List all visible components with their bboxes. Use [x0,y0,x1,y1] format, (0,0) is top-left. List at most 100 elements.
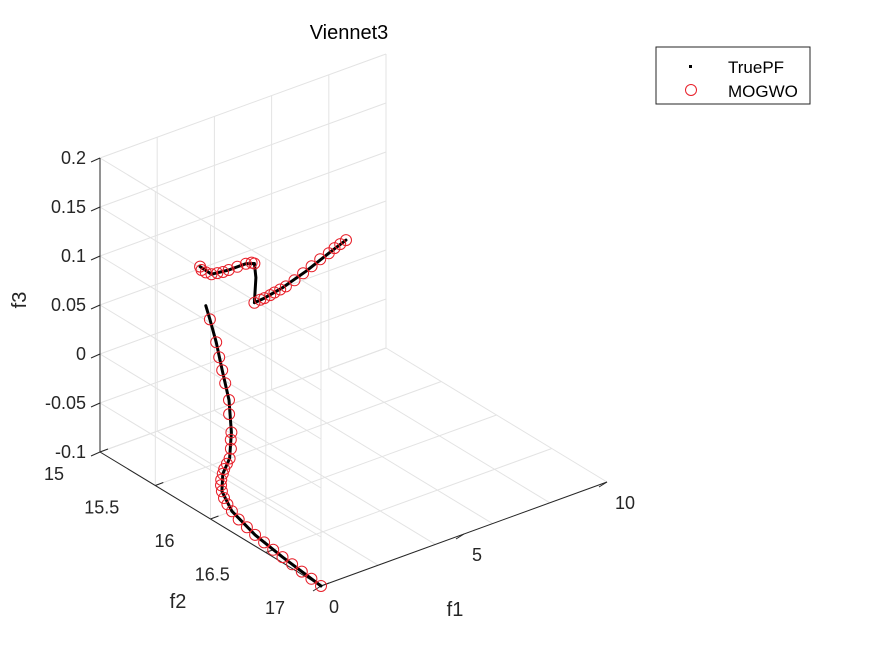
mogwo-point [205,268,218,281]
y-tick-label: 15.5 [84,498,119,518]
mogwo-point [199,266,212,279]
grid-line [99,200,387,306]
z-tick-label: -0.1 [55,442,86,462]
mogwo-point [221,498,234,511]
mogwo-point [286,558,299,571]
z-axis-label: f3 [9,292,31,309]
z-tick-label: 0.05 [51,295,86,315]
z-tick-label: 0.1 [61,246,86,266]
z-tick-label: 0.2 [61,148,86,168]
mogwo-point [297,267,310,280]
x-axis-label: f1 [447,599,464,621]
mogwo-point [258,292,271,305]
z-tick [90,157,101,163]
legend-truepf-label: TruePF [728,58,784,77]
mogwo-point [295,565,308,578]
mogwo-point [240,521,253,534]
mogwo-point [248,257,261,270]
mogwo-point [225,426,238,439]
mogwo-point [216,467,229,480]
legend-truepf-marker [689,65,692,68]
grid-line [99,298,387,404]
tick-labels: 0 5 10 15 15.5 16 16.5 17 -0.1 -0.05 0 0.05 0.1 0.15 0… [44,148,635,618]
legend-mogwo-marker [685,84,697,96]
mogwo-point [213,351,226,364]
mogwo-point [218,492,230,504]
y-tick [210,515,219,520]
legend-box [655,46,811,105]
z-tick [90,451,101,457]
mogwo-point [258,536,271,549]
mogwo-point [340,234,352,247]
legend-mogwo-label: MOGWO [728,82,798,101]
x-tick [455,533,465,540]
mogwo-point [211,267,224,280]
grid-line [99,157,322,293]
x-tick-label: 0 [329,597,339,617]
series-truepf [198,238,348,588]
z-tick [90,402,101,408]
mogwo-point [267,543,280,556]
mogwo-point [225,505,238,518]
z-tick [90,255,101,261]
mogwo-point [232,513,245,526]
mogwo-point [223,408,236,421]
legend: TruePF MOGWO [655,46,811,105]
y-tick-label: 17 [265,598,285,618]
y-tick-label: 15 [44,464,64,484]
mogwo-point [203,313,216,326]
grid-line [99,304,322,440]
mogwo-point [219,377,232,390]
mogwo-point [315,580,327,592]
grid-line [265,448,552,553]
y-axis-label: f2 [170,591,187,613]
mogwo-point [314,253,327,266]
mogwo-point [215,479,227,492]
grid-line [99,151,387,257]
series-mogwo [194,234,352,592]
y-tick [155,482,164,486]
mogwo-point [215,485,228,498]
mogwo-point [216,364,229,377]
grid-lines [99,53,608,587]
truepf-curve [198,238,348,305]
mogwo-point [223,394,235,406]
z-tick [90,304,101,310]
z-tick-label: 0 [76,344,86,364]
mogwo-point [215,473,228,486]
y-tick-label: 16.5 [195,565,230,585]
mogwo-point [217,266,229,278]
mogwo-point [274,283,287,296]
x-tick-label: 10 [615,493,635,513]
grid-line [99,249,387,355]
mogwo-point [222,264,235,276]
x-tick-label: 5 [472,545,482,565]
mogwo-point [305,572,318,585]
mogwo-point [305,260,318,273]
mogwo-point [248,296,261,309]
mogwo-point [288,274,301,287]
mogwo-point [276,551,289,564]
axes [90,157,608,592]
y-tick-label: 16 [154,531,174,551]
mogwo-point [224,433,237,446]
mogwo-point [210,336,223,349]
mogwo-point [231,260,244,273]
z-tick [90,206,101,212]
mogwo-point [268,286,281,299]
grid-line [210,414,497,520]
y-tick [99,448,109,453]
grid-line [99,402,322,538]
z-tick [90,353,101,359]
grid-line [99,353,322,489]
z-tick-label: -0.05 [45,393,86,413]
grid-line [99,53,387,159]
z-tick-label: 0.15 [51,197,86,217]
chart-title: Viennet3 [310,22,389,44]
grid-line [99,102,387,208]
x-tick [598,481,608,488]
grid-line [155,381,442,486]
mogwo-point [279,280,292,293]
mogwo-point [249,528,262,541]
